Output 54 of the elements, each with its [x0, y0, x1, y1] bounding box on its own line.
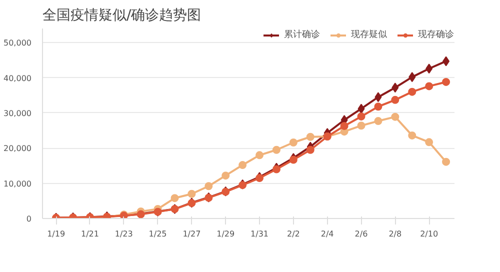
- point: [442, 56, 450, 66]
- point: [374, 117, 382, 126]
- point: [358, 104, 365, 114]
- legend-label: 现存疑似: [351, 28, 387, 41]
- point: [357, 112, 366, 120]
- x-tick-label: 1/29: [216, 230, 235, 238]
- point: [272, 165, 280, 174]
- point: [188, 190, 196, 198]
- point: [425, 138, 434, 146]
- legend-label: 累计确诊: [284, 28, 320, 41]
- point: [374, 92, 382, 102]
- point: [256, 174, 264, 182]
- x-tick-label: 2/6: [354, 230, 368, 238]
- point: [408, 131, 416, 140]
- legend-label: 现存确诊: [418, 28, 454, 41]
- point: [357, 122, 366, 130]
- point: [425, 82, 434, 90]
- point: [306, 146, 314, 154]
- y-tick-label: 0: [26, 214, 32, 224]
- x-tick-label: 2/4: [320, 230, 334, 238]
- point: [204, 182, 213, 190]
- x-tick-label: 2/2: [286, 230, 300, 238]
- point: [289, 156, 298, 164]
- y-tick-label: 40,000: [4, 74, 32, 83]
- point: [408, 72, 416, 82]
- point: [391, 112, 400, 121]
- y-tick-label: 50,000: [4, 38, 32, 48]
- x-tick-label: 1/23: [114, 230, 133, 238]
- x-tick-label: 1/19: [47, 230, 66, 238]
- point: [426, 64, 433, 74]
- point: [340, 122, 348, 130]
- point: [222, 172, 230, 180]
- point: [256, 151, 264, 160]
- point: [238, 161, 247, 170]
- point: [391, 96, 400, 104]
- chart-title: 全国疫情疑似/确诊趋势图: [42, 8, 202, 24]
- point: [392, 82, 399, 93]
- point: [408, 88, 416, 96]
- point: [170, 194, 179, 202]
- x-tick-label: 1/21: [80, 230, 99, 238]
- point: [306, 132, 314, 141]
- point: [374, 102, 382, 111]
- y-tick-label: 20,000: [4, 144, 32, 154]
- x-tick-label: 1/27: [182, 230, 201, 238]
- y-tick-label: 10,000: [4, 179, 32, 188]
- x-tick-label: 1/31: [250, 230, 269, 238]
- x-tick-label: 2/10: [420, 230, 438, 238]
- point: [272, 146, 280, 154]
- y-tick-label: 30,000: [4, 108, 32, 118]
- x-tick-label: 1/25: [148, 230, 167, 238]
- x-tick-label: 2/8: [388, 230, 402, 238]
- point: [442, 158, 450, 166]
- point: [289, 138, 298, 146]
- point: [442, 78, 450, 86]
